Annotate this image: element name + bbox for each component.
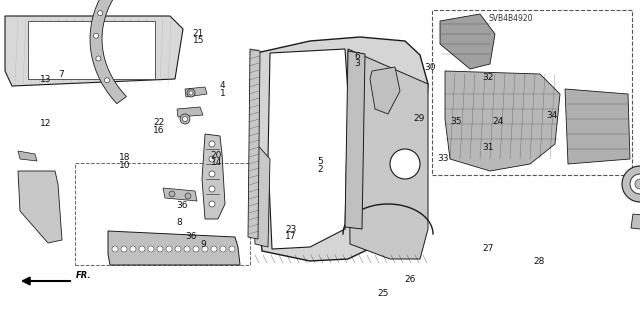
- Text: 2: 2: [317, 165, 323, 174]
- Circle shape: [202, 246, 208, 252]
- Text: 10: 10: [119, 161, 131, 170]
- Polygon shape: [252, 37, 428, 261]
- Circle shape: [635, 179, 640, 189]
- Polygon shape: [108, 231, 240, 265]
- Circle shape: [209, 171, 215, 177]
- Text: 30: 30: [424, 63, 436, 72]
- Text: 20: 20: [211, 151, 222, 160]
- Circle shape: [630, 174, 640, 194]
- Text: 5: 5: [317, 157, 323, 166]
- Polygon shape: [252, 139, 270, 247]
- Circle shape: [193, 246, 199, 252]
- Circle shape: [112, 246, 118, 252]
- Text: 15: 15: [193, 36, 204, 45]
- Circle shape: [184, 246, 190, 252]
- Circle shape: [182, 116, 188, 122]
- Bar: [75, 163, 250, 265]
- Circle shape: [93, 33, 99, 38]
- Polygon shape: [440, 14, 495, 69]
- Circle shape: [209, 201, 215, 207]
- Circle shape: [185, 193, 191, 199]
- Polygon shape: [565, 89, 630, 164]
- Text: 18: 18: [119, 153, 131, 162]
- Text: 3: 3: [355, 59, 360, 68]
- Text: 1: 1: [220, 89, 225, 98]
- Polygon shape: [5, 16, 183, 86]
- Circle shape: [390, 149, 420, 179]
- Polygon shape: [445, 71, 560, 171]
- Circle shape: [209, 156, 215, 162]
- Circle shape: [175, 246, 181, 252]
- Text: 28: 28: [533, 257, 545, 266]
- Text: 6: 6: [355, 52, 360, 61]
- Text: 13: 13: [40, 75, 52, 84]
- Polygon shape: [90, 0, 189, 104]
- Text: 35: 35: [450, 117, 461, 126]
- Text: 22: 22: [153, 118, 164, 127]
- Text: SVB4B4920: SVB4B4920: [488, 14, 533, 23]
- Text: 4: 4: [220, 81, 225, 90]
- Text: 26: 26: [404, 275, 415, 284]
- Circle shape: [187, 89, 195, 97]
- Text: 8: 8: [177, 218, 182, 227]
- Text: 36: 36: [177, 201, 188, 210]
- Polygon shape: [185, 87, 207, 97]
- Circle shape: [148, 246, 154, 252]
- Circle shape: [121, 246, 127, 252]
- Text: 16: 16: [153, 126, 164, 135]
- Circle shape: [157, 246, 163, 252]
- Circle shape: [166, 246, 172, 252]
- Text: 7: 7: [58, 70, 63, 79]
- Text: 34: 34: [546, 111, 557, 120]
- Circle shape: [139, 246, 145, 252]
- Bar: [432, 10, 632, 175]
- Polygon shape: [631, 214, 640, 231]
- Text: 25: 25: [377, 289, 388, 298]
- Circle shape: [229, 246, 235, 252]
- Polygon shape: [370, 67, 400, 114]
- Circle shape: [130, 246, 136, 252]
- Circle shape: [104, 78, 109, 83]
- Text: 9: 9: [201, 241, 206, 249]
- Polygon shape: [28, 21, 155, 79]
- Text: FR.: FR.: [76, 271, 92, 279]
- Circle shape: [220, 246, 226, 252]
- Polygon shape: [202, 134, 225, 219]
- Text: 12: 12: [40, 119, 52, 128]
- Text: 33: 33: [437, 154, 449, 163]
- Circle shape: [209, 186, 215, 192]
- Circle shape: [98, 11, 102, 16]
- Text: 31: 31: [482, 143, 493, 152]
- Polygon shape: [268, 49, 348, 249]
- Polygon shape: [345, 51, 365, 229]
- Polygon shape: [18, 151, 37, 161]
- Text: 23: 23: [285, 225, 297, 234]
- Circle shape: [169, 191, 175, 197]
- Polygon shape: [163, 188, 197, 201]
- Text: 36: 36: [185, 232, 196, 241]
- Text: 21: 21: [193, 29, 204, 38]
- Polygon shape: [248, 49, 260, 239]
- Circle shape: [209, 141, 215, 147]
- Polygon shape: [177, 107, 203, 117]
- Text: 14: 14: [211, 158, 222, 167]
- Circle shape: [211, 246, 217, 252]
- Polygon shape: [18, 171, 62, 243]
- Circle shape: [189, 91, 193, 95]
- Circle shape: [96, 56, 101, 61]
- Text: 29: 29: [413, 114, 425, 122]
- Circle shape: [622, 166, 640, 202]
- Text: 27: 27: [482, 244, 493, 253]
- Text: 24: 24: [492, 117, 504, 126]
- Text: 32: 32: [482, 73, 493, 82]
- Circle shape: [180, 114, 190, 124]
- Polygon shape: [348, 49, 428, 259]
- Text: 17: 17: [285, 232, 297, 241]
